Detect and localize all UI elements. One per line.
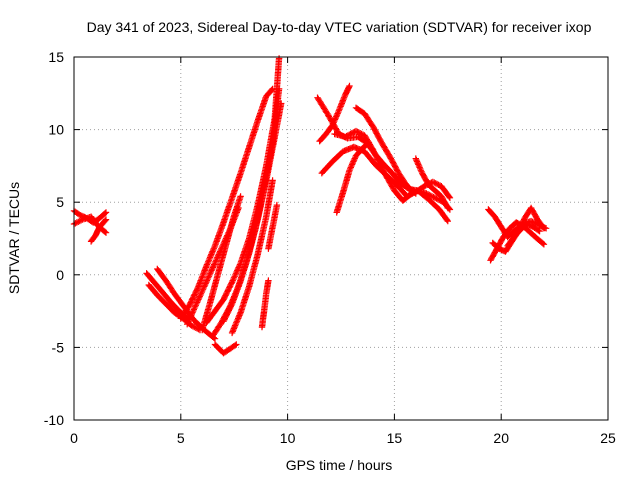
- data-point-markers: [504, 220, 543, 249]
- series-arc-12: [211, 341, 240, 357]
- x-tick-label: 0: [70, 430, 78, 446]
- data-points: [70, 55, 550, 357]
- y-tick-label: 0: [56, 267, 64, 283]
- data-point-markers: [316, 82, 353, 145]
- data-point-markers: [177, 85, 276, 322]
- data-point-markers: [412, 155, 451, 212]
- y-tick-label: -5: [52, 339, 65, 355]
- data-point-markers: [258, 277, 272, 331]
- series-arc-20: [333, 139, 372, 216]
- series-arc-28: [504, 220, 543, 249]
- x-tick-label: 10: [280, 430, 296, 446]
- series-arc-15: [258, 277, 272, 331]
- series-arc-7: [177, 85, 276, 322]
- data-point-markers: [87, 216, 110, 245]
- series-arc-24: [412, 155, 451, 212]
- data-point-markers: [265, 201, 281, 252]
- data-point-markers: [199, 193, 244, 334]
- series-arc-16: [265, 201, 281, 252]
- data-point-markers: [331, 127, 415, 204]
- x-tick-label: 5: [177, 430, 185, 446]
- x-tick-label: 20: [493, 430, 509, 446]
- series-arc-18: [316, 82, 353, 145]
- series-arc-22: [331, 127, 415, 204]
- y-tick-label: -10: [44, 412, 64, 428]
- y-tick-label: 5: [56, 194, 64, 210]
- y-tick-label: 10: [48, 122, 64, 138]
- series-arc-3: [87, 216, 110, 245]
- chart-title: Day 341 of 2023, Sidereal Day-to-day VTE…: [87, 19, 592, 35]
- series-arc-9: [199, 193, 244, 334]
- x-tick-label: 15: [387, 430, 403, 446]
- x-tick-label: 25: [600, 430, 616, 446]
- x-axis-title: GPS time / hours: [286, 457, 393, 473]
- series-arc-14: [228, 177, 276, 337]
- y-tick-label: 15: [48, 49, 64, 65]
- data-point-markers: [211, 341, 240, 357]
- data-point-markers: [333, 139, 372, 216]
- plot-frame: [73, 56, 609, 421]
- y-axis-title: SDTVAR / TECUs: [6, 182, 22, 294]
- tick-labels: 0 5 10 15 20 25 -10 -5 0 5 10 15: [44, 49, 616, 446]
- data-point-markers: [220, 100, 285, 325]
- series-arc-13: [220, 100, 285, 325]
- data-point-markers: [228, 177, 276, 337]
